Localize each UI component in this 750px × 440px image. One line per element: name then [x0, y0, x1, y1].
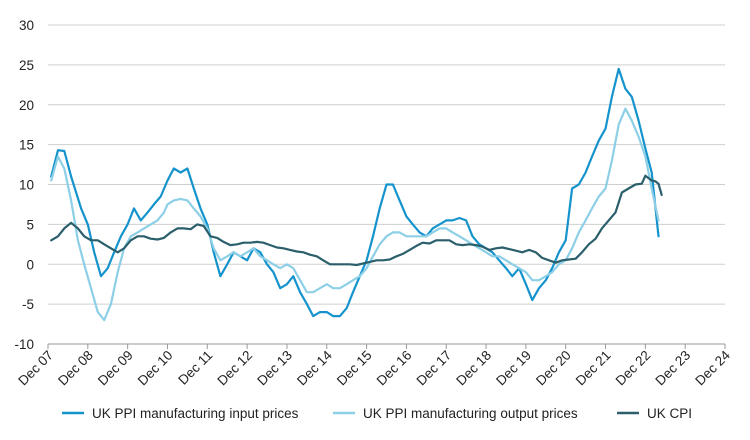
- y-tick-label: 15: [19, 138, 34, 153]
- y-tick-label: 20: [19, 98, 34, 113]
- x-tick-label: Dec 12: [214, 348, 255, 389]
- x-tick-label: Dec 15: [334, 348, 375, 389]
- x-tick-label: Dec 08: [55, 348, 96, 389]
- legend-label: UK PPI manufacturing output prices: [363, 406, 578, 421]
- legend-label: UK PPI manufacturing input prices: [92, 406, 299, 421]
- y-tick-label: 10: [19, 178, 34, 193]
- y-tick-label: -10: [14, 337, 34, 352]
- x-tick-label: Dec 16: [374, 348, 415, 389]
- x-tick-label: Dec 20: [533, 348, 574, 389]
- y-tick-label: 5: [26, 217, 34, 232]
- series-line-2: [50, 107, 660, 322]
- x-tick-label: Dec 19: [493, 348, 534, 389]
- x-tick-label: Dec 21: [573, 348, 614, 389]
- x-tick-label: Dec 10: [135, 348, 176, 389]
- legend: UK PPI manufacturing input prices UK PPI …: [62, 406, 692, 421]
- x-tick-label: Dec 13: [254, 348, 295, 389]
- series-line-1: [50, 67, 660, 318]
- x-tick-label: Dec 07: [15, 348, 56, 389]
- y-tick-label: 0: [26, 257, 34, 272]
- x-tick-label: Dec 11: [175, 348, 215, 388]
- series-line-3: [50, 174, 663, 267]
- x-tick-label: Dec 23: [652, 348, 693, 389]
- x-tick-label: Dec 18: [453, 348, 494, 389]
- x-tick-label: Dec 14: [294, 347, 335, 388]
- legend-label: UK CPI: [647, 406, 692, 421]
- series-lines: [50, 67, 663, 322]
- x-tick-label: Dec 22: [613, 348, 654, 389]
- y-tick-label: 25: [19, 58, 34, 73]
- y-tick-label: 30: [19, 18, 34, 33]
- x-tick-label: Dec 17: [413, 348, 454, 389]
- x-tick-label: Dec 24: [692, 347, 733, 388]
- x-tick-label: Dec 09: [95, 348, 136, 389]
- y-tick-label: -5: [22, 297, 34, 312]
